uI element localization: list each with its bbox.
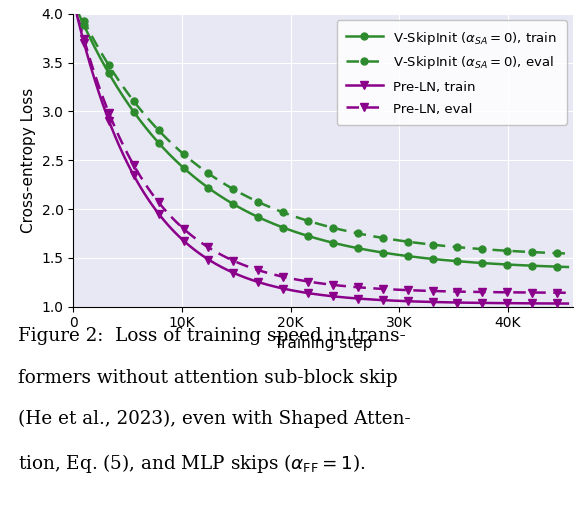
Text: (He et al., 2023), even with Shaped Atten-: (He et al., 2023), even with Shaped Atte… xyxy=(18,410,410,428)
Text: formers without attention sub-block skip: formers without attention sub-block skip xyxy=(18,369,397,387)
Text: tion, Eq. (5), and MLP skips ($\alpha_{\mathrm{FF}} = 1$).: tion, Eq. (5), and MLP skips ($\alpha_{\… xyxy=(18,452,365,475)
X-axis label: Training step: Training step xyxy=(274,336,373,351)
Legend: V-SkipInit ($\alpha_{SA} = 0$), train, V-SkipInit ($\alpha_{SA} = 0$), eval, Pre: V-SkipInit ($\alpha_{SA} = 0$), train, V… xyxy=(337,20,567,125)
Text: Figure 2:  Loss of training speed in trans-: Figure 2: Loss of training speed in tran… xyxy=(18,327,405,345)
Y-axis label: Cross-entropy Loss: Cross-entropy Loss xyxy=(21,88,36,233)
